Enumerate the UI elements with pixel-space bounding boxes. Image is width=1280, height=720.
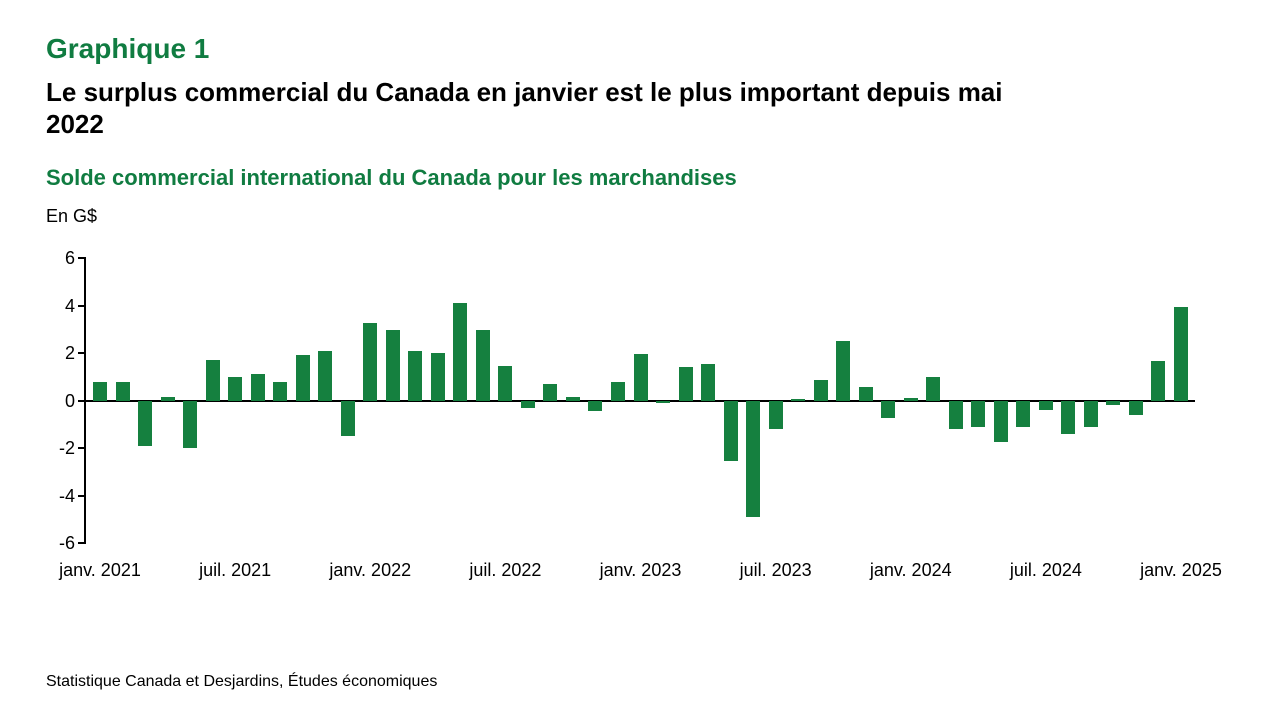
y-tick-mark	[78, 304, 84, 307]
bar	[813, 380, 828, 401]
bar	[588, 400, 603, 412]
bar	[138, 400, 153, 446]
bar	[881, 400, 896, 419]
bar	[678, 367, 693, 401]
bar	[273, 381, 288, 401]
bar	[160, 396, 175, 401]
bar	[385, 330, 400, 401]
y-tick-mark	[78, 447, 84, 449]
bar	[93, 381, 107, 401]
x-tick-label: juil. 2022	[469, 560, 542, 580]
bar	[1038, 400, 1053, 410]
x-tick-label: janv. 2025	[1140, 560, 1222, 580]
bar	[408, 350, 423, 401]
bar	[520, 400, 535, 408]
y-tick-mark	[78, 352, 84, 354]
bar	[1083, 400, 1098, 427]
bar	[498, 366, 513, 401]
bar	[701, 363, 716, 401]
bar	[1128, 400, 1143, 415]
bar	[723, 400, 738, 462]
chart-subtitle: Solde commercial international du Canada…	[46, 165, 737, 190]
chart-number: Graphique 1	[46, 33, 210, 64]
y-tick-label: -4	[58, 485, 75, 506]
x-tick-label: janv. 2023	[599, 560, 682, 580]
bar	[115, 381, 130, 401]
bar	[1016, 400, 1031, 427]
bar	[1174, 306, 1188, 401]
bar	[746, 400, 761, 517]
bar	[948, 400, 963, 429]
bar	[430, 353, 445, 401]
bar	[1061, 400, 1076, 434]
bar	[453, 303, 468, 401]
bar	[903, 398, 918, 401]
x-tick-label: juil. 2021	[199, 560, 272, 580]
bar	[993, 400, 1008, 443]
bar	[926, 376, 941, 401]
y-axis-unit-label: En G$	[46, 206, 98, 226]
y-tick-label: 2	[64, 343, 75, 363]
x-tick-label: janv. 2024	[869, 560, 952, 580]
x-tick-label: janv. 2022	[329, 560, 412, 580]
bar	[633, 354, 648, 401]
bar	[656, 400, 671, 403]
zero-line	[85, 399, 1195, 402]
source-note: Statistique Canada et Desjardins, Études…	[46, 673, 438, 690]
bar	[363, 323, 378, 401]
y-tick-label: -2	[58, 438, 75, 458]
bar	[250, 374, 265, 401]
y-tick-mark	[78, 257, 84, 259]
bar	[475, 330, 490, 401]
bar	[183, 400, 198, 448]
y-tick-label: 0	[64, 390, 75, 411]
bar	[836, 341, 851, 401]
bar	[228, 376, 243, 401]
y-tick-mark	[78, 494, 84, 497]
bar	[768, 400, 783, 429]
bar	[295, 355, 310, 401]
bar-chart-plot-area: 6 4 2 0 -2 -4 -6 janv. 2021 juil. 2021 janv. 2022…	[59, 248, 1235, 580]
bar	[565, 396, 580, 401]
x-tick-label: janv. 2021	[59, 560, 141, 580]
bar	[318, 350, 333, 401]
bar	[1151, 361, 1166, 401]
bar	[340, 400, 355, 437]
bar	[205, 360, 220, 401]
bar	[791, 399, 806, 401]
x-tick-label: juil. 2023	[739, 560, 812, 580]
bar	[610, 381, 625, 401]
y-tick-label: -6	[58, 533, 75, 553]
x-tick-label: juil. 2024	[1009, 560, 1082, 580]
bar	[1106, 400, 1121, 406]
y-tick-mark	[78, 542, 84, 544]
bar	[858, 387, 873, 401]
chart-main-title: Le surplus commercial du Canada en janvi…	[46, 77, 1003, 139]
bar	[543, 383, 558, 401]
y-tick-label: 6	[64, 248, 75, 268]
y-tick-label: 4	[64, 295, 75, 316]
y-tick-mark	[78, 399, 84, 402]
bar	[971, 400, 986, 427]
